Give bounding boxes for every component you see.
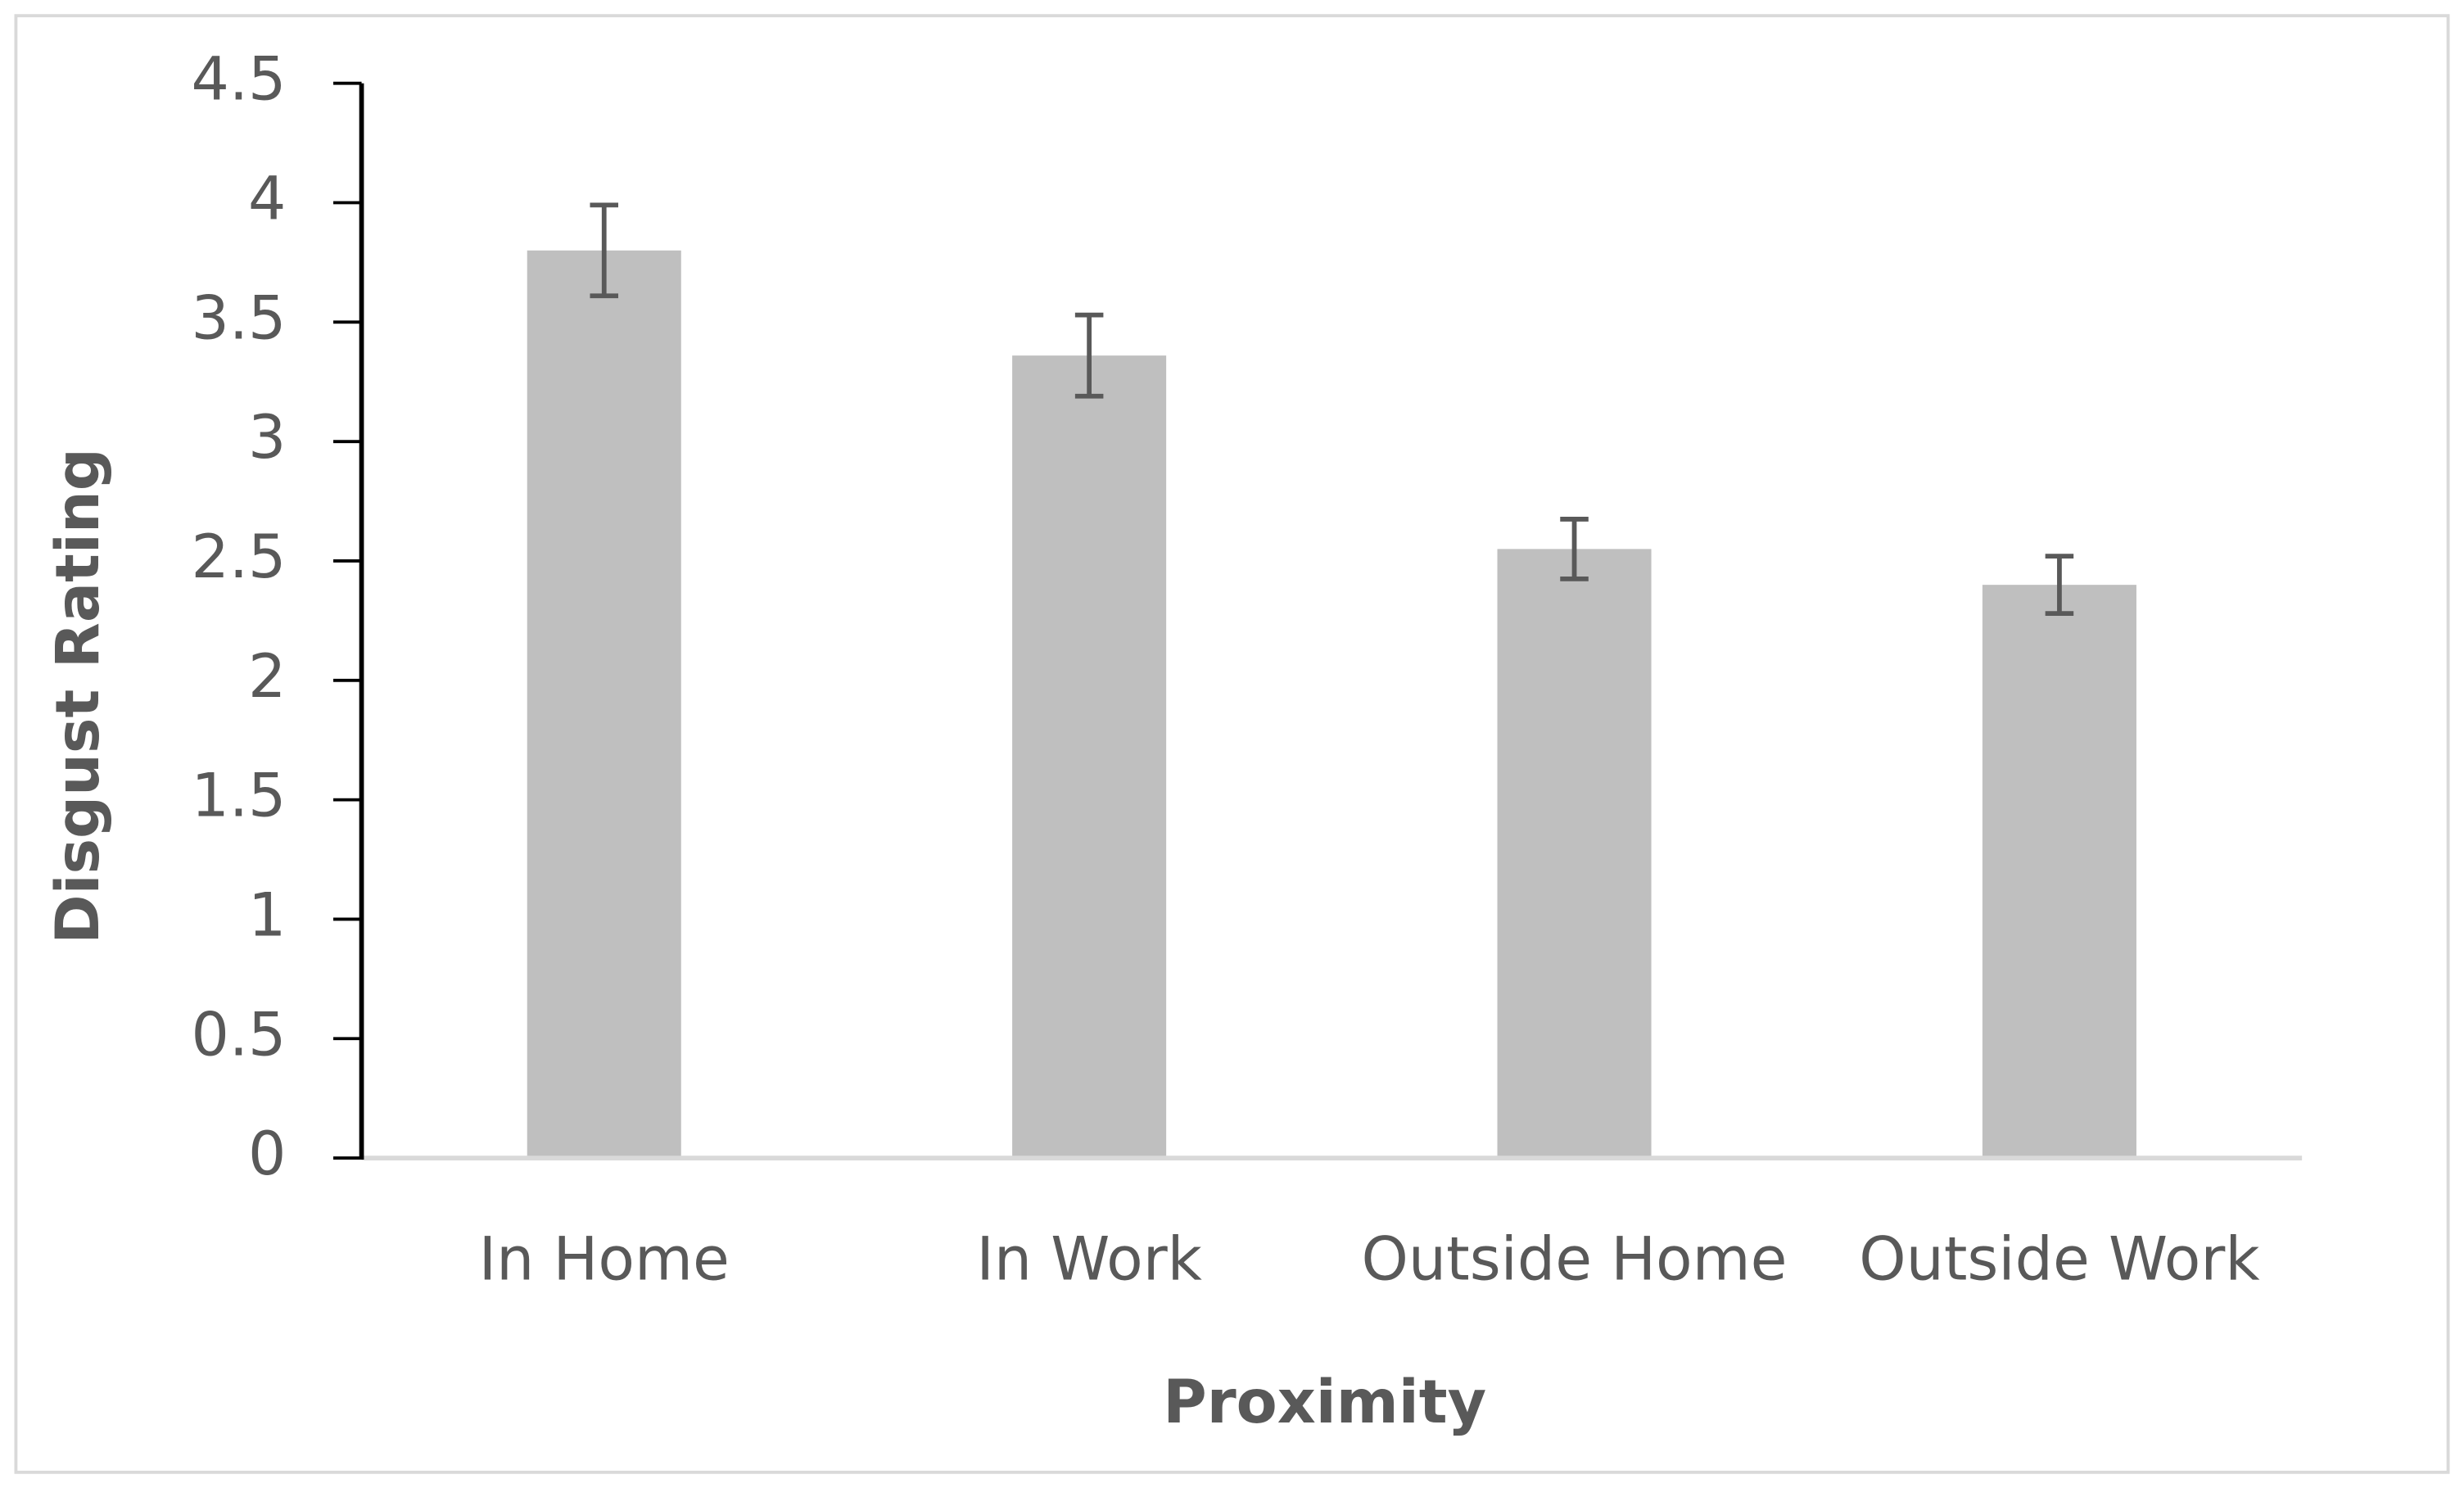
bar bbox=[1497, 549, 1652, 1159]
y-tick-label: 3 bbox=[248, 403, 286, 473]
error-bar bbox=[1074, 312, 1104, 399]
y-tick-label: 1.5 bbox=[191, 762, 286, 831]
bar bbox=[1982, 585, 2136, 1159]
x-tick-label: Outside Work bbox=[1859, 1225, 2259, 1295]
bar bbox=[1012, 355, 1167, 1159]
y-tick-label: 2 bbox=[248, 642, 286, 712]
y-tick-label: 4.5 bbox=[191, 45, 286, 115]
y-tick-label: 0 bbox=[248, 1119, 286, 1189]
x-tick-label: In Work bbox=[976, 1225, 1202, 1295]
y-tick-label: 3.5 bbox=[191, 283, 286, 353]
error-bar bbox=[2045, 554, 2074, 617]
y-tick-label: 4 bbox=[248, 165, 286, 234]
y-tick-label: 0.5 bbox=[191, 1000, 286, 1070]
bar bbox=[527, 250, 681, 1159]
x-tick-label: Outside Home bbox=[1362, 1225, 1788, 1295]
y-tick-label: 2.5 bbox=[191, 522, 286, 592]
error-bar bbox=[1560, 517, 1589, 581]
x-tick-label: In Home bbox=[479, 1225, 730, 1295]
x-axis-title: Proximity bbox=[1163, 1368, 1486, 1437]
y-axis-title: Disgust Rating bbox=[43, 448, 113, 944]
y-tick-label: 1 bbox=[248, 880, 286, 950]
error-bar bbox=[590, 202, 619, 299]
